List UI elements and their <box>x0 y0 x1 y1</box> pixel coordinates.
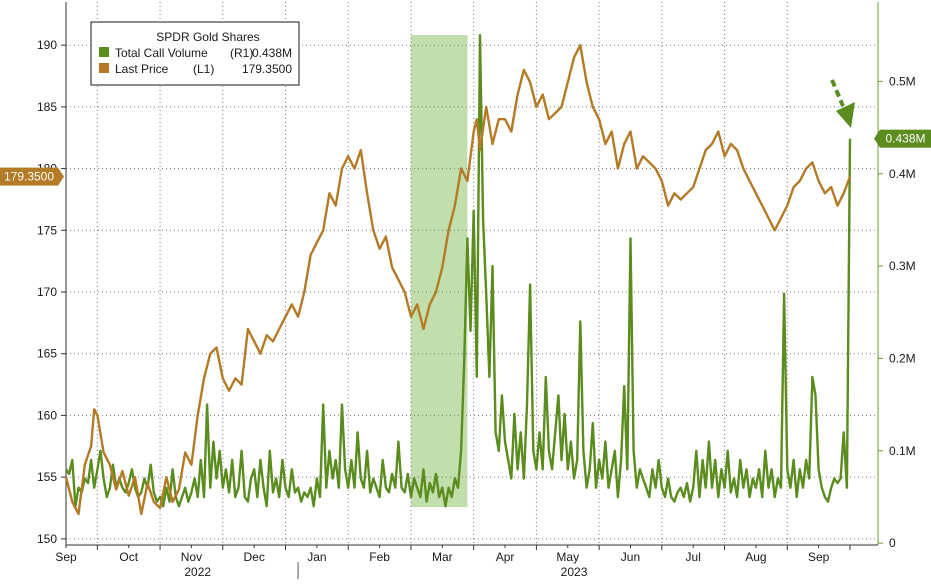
legend-swatch-price <box>99 63 109 73</box>
legend-swatch-volume <box>99 47 109 57</box>
x-year-label: 2022 <box>184 565 211 579</box>
series-line-call-volume <box>65 34 852 508</box>
gridlines-group <box>66 2 878 545</box>
callouts-group: 0.438M 179.3500 <box>0 79 931 186</box>
right-tick-label: 0 <box>889 536 896 550</box>
left-tick-label: 160 <box>37 408 57 422</box>
arrow-head <box>836 102 855 128</box>
last-value-badge-volume <box>880 129 931 148</box>
right-tick-label: 0.1M <box>889 444 916 458</box>
x-tick-label: Feb <box>369 550 390 564</box>
legend-title: SPDR Gold Shares <box>156 30 259 44</box>
right-tick-label: 0.2M <box>889 351 916 365</box>
left-tick-label: 155 <box>37 470 57 484</box>
left-tick-label: 185 <box>37 100 57 114</box>
x-tick-label: Jul <box>686 550 701 564</box>
highlight-region-group <box>410 35 468 507</box>
x-tick-label: Nov <box>181 550 202 564</box>
last-value-badge-pointer-price <box>58 167 64 186</box>
series-group <box>64 34 852 516</box>
last-value-label-volume: 0.438M <box>885 132 925 146</box>
left-tick-label: 150 <box>37 532 57 546</box>
x-year-label: 2023 <box>561 565 588 579</box>
legend-label-volume: Total Call Volume <box>115 46 208 60</box>
legend-value-price: 179.3500 <box>242 62 292 76</box>
left-tick-label: 165 <box>37 347 57 361</box>
left-tick-label: 175 <box>37 223 57 237</box>
legend-axis-price: (L1) <box>193 62 214 76</box>
x-tick-label: Oct <box>119 550 138 564</box>
left-tick-label: 170 <box>37 285 57 299</box>
x-tick-label: Mar <box>432 550 453 564</box>
legend-axis-volume: (R1) <box>230 46 253 60</box>
highlight-region <box>410 35 468 507</box>
x-tick-label: Apr <box>496 550 515 564</box>
legend: SPDR Gold Shares Total Call Volume (R1) … <box>90 21 300 86</box>
x-tick-label: May <box>556 550 579 564</box>
legend-value-volume: 0.438M <box>252 46 292 60</box>
x-tick-label: Sep <box>55 550 77 564</box>
arrow-shaft <box>830 79 845 107</box>
x-tick-label: Aug <box>745 550 766 564</box>
x-tick-label: Sep <box>808 550 830 564</box>
last-value-badge-pointer-volume <box>874 129 880 148</box>
right-tick-label: 0.4M <box>889 167 916 181</box>
axes-group: 15015516016517017518018519000.1M0.2M0.3M… <box>37 2 916 579</box>
last-value-badge-price <box>0 167 58 186</box>
legend-label-price: Last Price <box>115 62 169 76</box>
x-tick-label: Jan <box>307 550 326 564</box>
right-tick-label: 0.5M <box>889 74 916 88</box>
x-tick-label: Dec <box>243 550 264 564</box>
series-line-last-price <box>64 44 852 516</box>
legend-box <box>90 21 300 86</box>
x-tick-label: Jun <box>621 550 640 564</box>
last-value-label-price: 179.3500 <box>4 170 54 184</box>
right-tick-label: 0.3M <box>889 259 916 273</box>
left-tick-label: 190 <box>37 38 57 52</box>
